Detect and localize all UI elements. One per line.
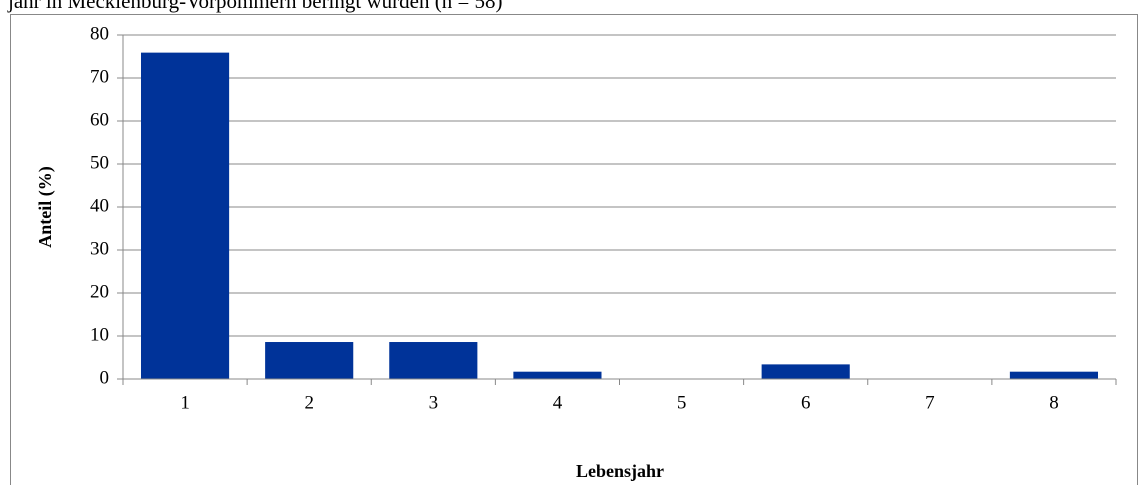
bar xyxy=(265,342,354,379)
x-tick-label: 8 xyxy=(1049,392,1059,413)
bar xyxy=(513,371,602,379)
y-tick-label: 10 xyxy=(90,324,109,345)
x-tick-label: 7 xyxy=(925,392,935,413)
bar xyxy=(761,364,850,379)
x-tick-label: 2 xyxy=(304,392,314,413)
x-tick-label: 1 xyxy=(180,392,190,413)
y-tick-label: 50 xyxy=(90,152,109,173)
y-tick-label: 60 xyxy=(90,109,109,130)
x-tick-label: 4 xyxy=(553,392,563,413)
bar xyxy=(140,52,230,379)
y-tick-label: 70 xyxy=(90,66,109,87)
y-tick-label: 80 xyxy=(90,23,109,44)
x-tick-label: 5 xyxy=(677,392,687,413)
y-tick-label: 20 xyxy=(90,281,109,302)
x-tick-label: 6 xyxy=(801,392,811,413)
bar xyxy=(389,342,478,379)
y-tick-label: 40 xyxy=(90,195,109,216)
y-tick-label: 30 xyxy=(90,238,109,259)
x-tick-label: 3 xyxy=(429,392,439,413)
y-axis-title: Anteil (%) xyxy=(35,166,56,247)
y-tick-label: 0 xyxy=(100,367,110,388)
x-axis-title: Lebensjahr xyxy=(576,461,664,481)
bar xyxy=(1009,371,1099,379)
chart-title: jahr in Mecklenburg-Vorpommern beringt w… xyxy=(7,0,503,13)
